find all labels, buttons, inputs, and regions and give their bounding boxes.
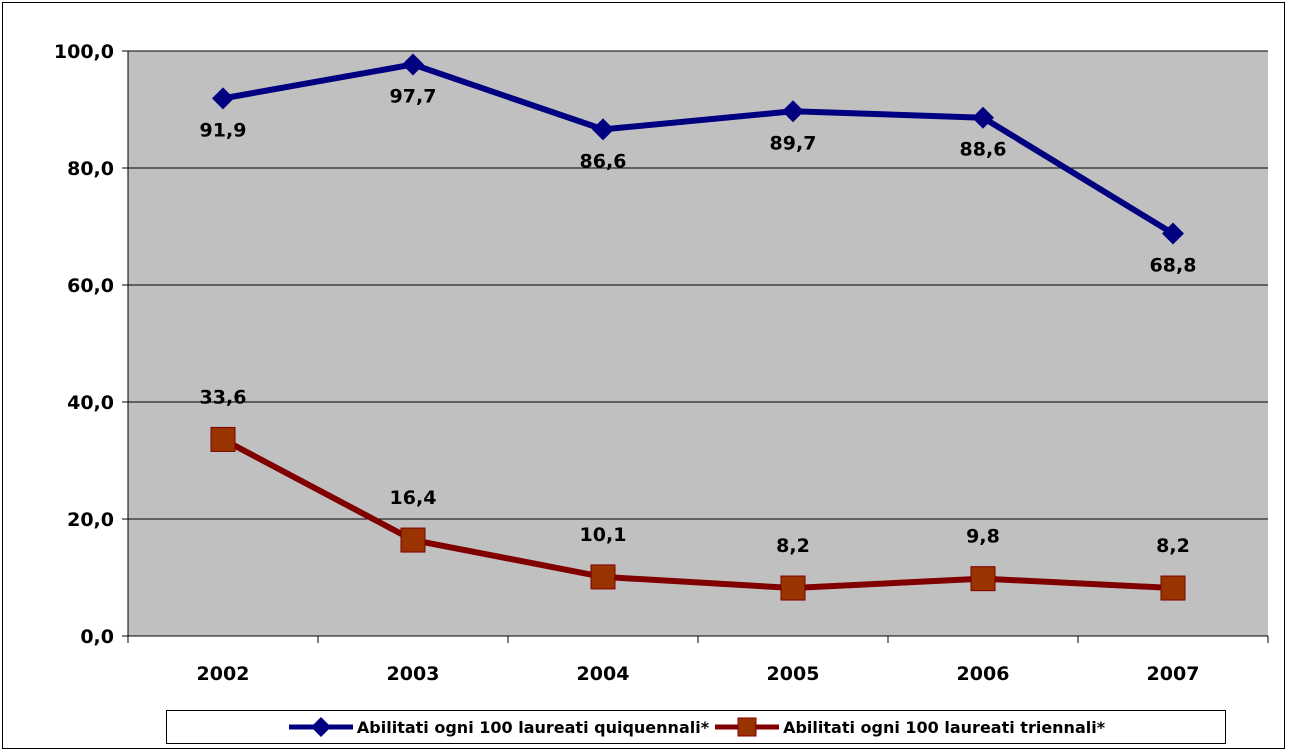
legend-item-series-1: Abilitati ogni 100 laureati quiquennali*	[287, 717, 709, 737]
legend-key-diamond-icon	[288, 717, 353, 737]
y-tick-label: 100,0	[54, 41, 114, 63]
data-label-2: 10,1	[580, 524, 627, 546]
data-point-2	[780, 575, 806, 601]
x-tick-label: 2006	[957, 663, 1010, 685]
data-label-1: 91,9	[200, 119, 247, 141]
y-tick-label: 20,0	[67, 509, 114, 531]
data-point-2	[210, 426, 236, 452]
series-layer	[210, 53, 1186, 601]
legend-label-series-2: Abilitati ogni 100 laureati triennali*	[783, 717, 1106, 737]
y-tick-label: 0,0	[80, 626, 114, 648]
y-tick-labels: 0,0 20,0 40,0 60,0 80,0 100,0	[54, 41, 114, 648]
data-point-1	[402, 53, 424, 76]
series-line-1	[222, 61, 1175, 237]
x-tick-label: 2005	[767, 663, 820, 685]
data-point-2	[590, 564, 616, 590]
data-label-1: 68,8	[1150, 255, 1197, 277]
legend-item-series-2: Abilitati ogni 100 laureati triennali*	[713, 717, 1105, 737]
y-tick-label: 80,0	[67, 158, 114, 180]
y-tick-label: 60,0	[67, 275, 114, 297]
data-point-2	[400, 527, 426, 553]
data-label-2: 8,2	[776, 535, 810, 557]
plot-area	[128, 51, 1268, 636]
data-label-1: 89,7	[770, 132, 817, 154]
x-tick-label: 2003	[387, 663, 440, 685]
x-tick-label: 2004	[577, 663, 630, 685]
data-label-2: 33,6	[200, 386, 247, 408]
legend-key-square-icon	[715, 717, 780, 737]
data-point-2	[970, 566, 996, 592]
axes	[122, 50, 1269, 643]
legend: Abilitati ogni 100 laureati quiquennali*…	[166, 710, 1226, 744]
series-line-2	[221, 436, 1174, 592]
x-tick-label: 2002	[197, 663, 250, 685]
data-point-1	[212, 87, 234, 110]
data-label-1: 97,7	[390, 85, 437, 107]
data-point-1	[782, 100, 804, 123]
x-tick-labels: 2002 2003 2004 2005 2006 2007	[197, 663, 1200, 685]
data-label-2: 8,2	[1156, 535, 1190, 557]
legend-label-series-1: Abilitati ogni 100 laureati quiquennali*	[356, 717, 710, 737]
gridlines	[128, 50, 1268, 520]
data-point-1	[1162, 222, 1184, 245]
data-point-2	[1160, 575, 1186, 601]
y-tick-label: 40,0	[67, 392, 114, 414]
data-point-1	[972, 106, 994, 129]
data-point-1	[592, 118, 614, 141]
data-label-2: 16,4	[390, 487, 437, 509]
data-label-1: 86,6	[580, 150, 627, 172]
x-tick-label: 2007	[1147, 663, 1200, 685]
data-label-1: 88,6	[960, 139, 1007, 161]
data-labels: 91,9 97,7 86,6 89,7 88,6 68,8 33,6 16,4 10,1 8,2 9…	[200, 85, 1197, 557]
data-label-2: 9,8	[966, 526, 1000, 548]
